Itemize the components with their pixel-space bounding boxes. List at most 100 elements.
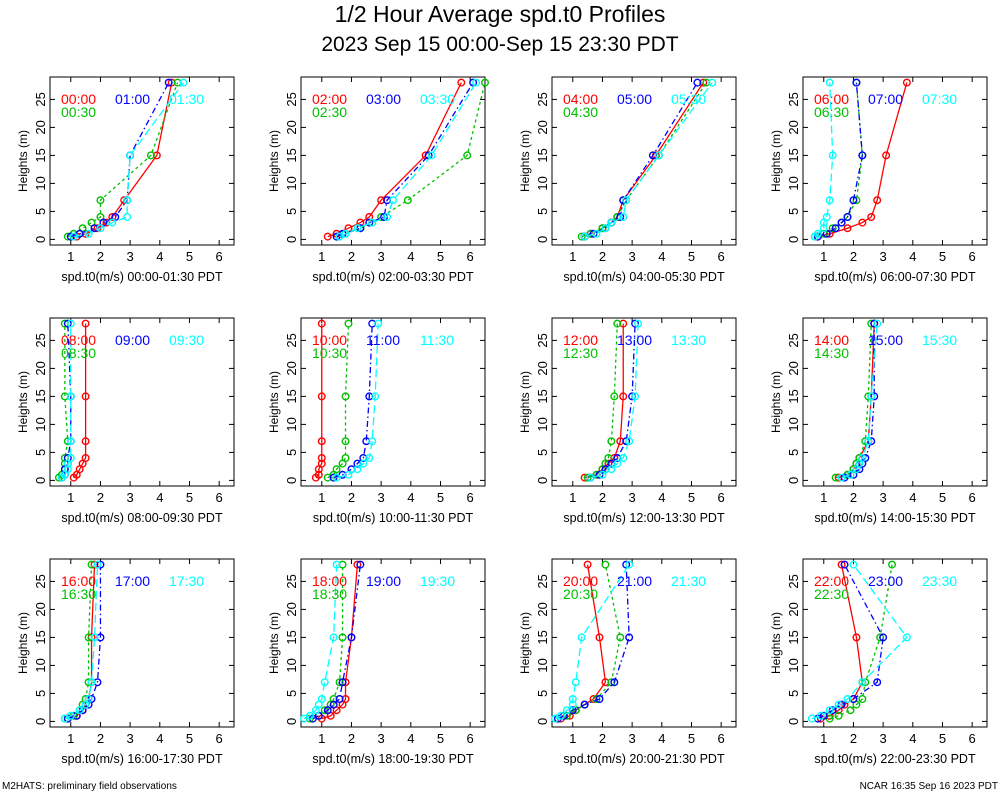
data-point <box>329 633 338 642</box>
data-point <box>317 437 326 446</box>
legend-entry: 10:00 <box>312 332 347 348</box>
x-tick-label: 4 <box>658 249 665 264</box>
data-point <box>586 473 595 482</box>
x-tick-label: 3 <box>127 490 134 505</box>
x-tick-label: 5 <box>939 249 946 264</box>
series-line <box>67 82 179 238</box>
data-point <box>888 560 897 569</box>
x-tick-label: 1 <box>569 490 576 505</box>
y-tick-label: 15 <box>786 389 801 403</box>
data-point <box>828 151 837 160</box>
data-point <box>341 454 350 463</box>
data-point <box>338 678 347 687</box>
data-point <box>96 196 105 205</box>
profile-chart: 1 2 3 4 5 6 0 5 10 15 20 25 Heights (m) spd.t0(m/s) 2… <box>769 558 988 766</box>
profile-chart: 1 2 3 4 5 6 0 5 10 15 20 25 Heights (m) spd.t0(m/s) 0… <box>518 76 737 284</box>
legend-entry: 15:00 <box>868 332 903 348</box>
x-tick-label: 3 <box>629 490 636 505</box>
data-point <box>179 78 188 87</box>
y-tick-label: 20 <box>33 120 48 134</box>
y-axis-label: Heights (m) <box>518 371 532 433</box>
data-point <box>852 196 861 205</box>
data-point <box>81 454 90 463</box>
y-tick-label: 20 <box>786 602 801 616</box>
data-point <box>822 212 831 221</box>
x-axis-label: spd.t0(m/s) 22:00-23:30 PDT <box>814 752 976 766</box>
data-point <box>571 678 580 687</box>
x-tick-label: 2 <box>348 490 355 505</box>
x-axis-label: spd.t0(m/s) 14:00-15:30 PDT <box>814 511 976 525</box>
x-tick-label: 5 <box>688 249 695 264</box>
legend-entry: 13:00 <box>617 332 652 348</box>
legend-entry: 03:00 <box>366 91 401 107</box>
data-point <box>108 212 117 221</box>
data-point <box>347 633 356 642</box>
x-tick-label: 4 <box>658 490 665 505</box>
data-point <box>317 319 326 328</box>
data-point <box>837 473 846 482</box>
y-axis-label: Heights (m) <box>769 130 783 192</box>
x-tick-label: 2 <box>599 731 606 746</box>
data-point <box>368 218 377 227</box>
x-axis-label: spd.t0(m/s) 02:00-03:30 PDT <box>312 270 474 284</box>
data-point <box>858 695 867 704</box>
x-tick-label: 5 <box>186 249 193 264</box>
data-point <box>613 459 622 468</box>
legend-entry: 04:00 <box>563 91 598 107</box>
y-tick-label: 0 <box>786 236 801 243</box>
legend-entry: 12:00 <box>563 332 598 348</box>
y-tick-label: 5 <box>33 690 48 697</box>
y-tick-label: 5 <box>33 208 48 215</box>
data-point <box>876 633 885 642</box>
x-tick-label: 2 <box>97 731 104 746</box>
series-line <box>339 82 477 238</box>
legend-entry: 16:30 <box>61 586 96 602</box>
profile-chart: 1 2 3 4 5 6 0 5 10 15 20 25 Heights (m) spd.t0(m/s) 1… <box>518 317 737 525</box>
y-tick-label: 5 <box>284 690 299 697</box>
y-tick-label: 20 <box>786 361 801 375</box>
data-point <box>332 465 341 474</box>
data-point <box>634 319 643 328</box>
y-tick-label: 10 <box>535 176 550 190</box>
legend-entry: 00:00 <box>61 91 96 107</box>
data-point <box>654 151 663 160</box>
legend-entry: 05:30 <box>671 91 706 107</box>
legend-entry: 11:30 <box>420 332 454 348</box>
data-point <box>66 319 75 328</box>
x-tick-label: 6 <box>467 731 474 746</box>
legend-entry: 20:30 <box>563 586 598 602</box>
data-point <box>66 437 75 446</box>
data-point <box>619 212 628 221</box>
y-tick-label: 25 <box>284 333 299 347</box>
data-point <box>568 695 577 704</box>
data-point <box>610 392 619 401</box>
legend-entry: 23:30 <box>922 573 957 589</box>
x-tick-label: 6 <box>969 490 976 505</box>
legend-entry: 10:30 <box>312 345 347 361</box>
x-tick-label: 3 <box>378 490 385 505</box>
data-point <box>858 678 867 687</box>
y-axis-label: Heights (m) <box>16 612 30 674</box>
data-point <box>828 224 837 233</box>
y-tick-label: 10 <box>284 417 299 431</box>
data-point <box>341 437 350 446</box>
series-line <box>814 82 834 238</box>
data-point <box>63 454 72 463</box>
data-point <box>867 212 876 221</box>
x-tick-label: 6 <box>467 490 474 505</box>
data-point <box>607 218 616 227</box>
y-tick-label: 25 <box>535 574 550 588</box>
x-tick-label: 5 <box>939 731 946 746</box>
x-tick-label: 2 <box>850 249 857 264</box>
data-point <box>481 78 490 87</box>
legend-entry: 09:30 <box>169 332 204 348</box>
y-tick-label: 15 <box>535 630 550 644</box>
y-tick-label: 15 <box>535 148 550 162</box>
y-tick-label: 20 <box>33 602 48 616</box>
data-point <box>708 78 717 87</box>
data-point <box>858 454 867 463</box>
y-tick-label: 20 <box>284 361 299 375</box>
data-point <box>816 711 825 720</box>
legend-entry: 08:00 <box>61 332 96 348</box>
